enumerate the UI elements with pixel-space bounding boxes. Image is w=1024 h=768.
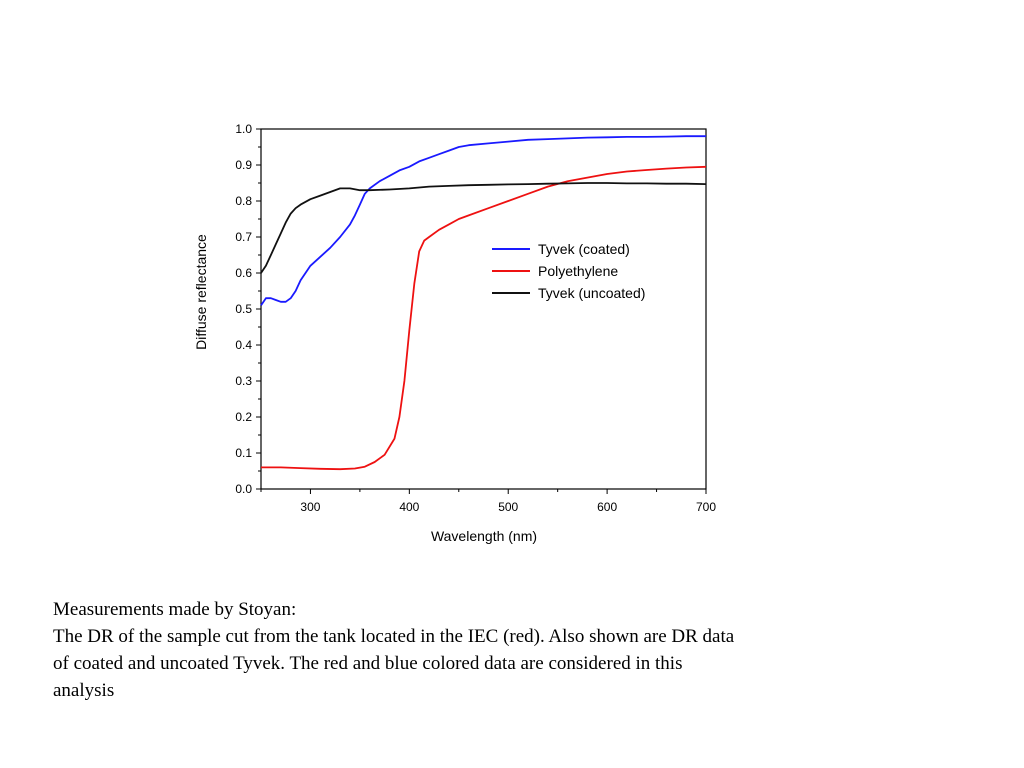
y-tick-label: 0.5 [235,302,252,316]
x-tick-label: 500 [498,500,518,514]
y-tick-label: 0.6 [235,266,252,280]
y-tick-label: 0.0 [235,482,252,496]
series-lines [260,135,707,471]
axis-ticks: 300 400 500 600 700 0.0 0.1 0.2 0.3 0.4 0.5 0.6 0.7 0… [235,122,716,514]
series-line-tyvek-coated [260,135,706,306]
caption-line-3: of coated and uncoated Tyvek. The red an… [53,653,683,674]
series-line-tyvek-uncoated [260,182,707,274]
caption-line-4: analysis [53,680,115,701]
y-tick-label: 0.9 [235,158,252,172]
legend-label: Tyvek (coated) [538,241,630,257]
y-tick-label: 0.3 [235,374,252,388]
series-line-polyethylene [261,165,707,471]
legend-label: Polyethylene [538,263,618,279]
diffuse-reflectance-chart: 300 400 500 600 700 0.0 0.1 0.2 0.3 0.4 0.5 0.6 0.7 0… [193,122,716,544]
y-tick-label: 0.8 [235,194,252,208]
y-tick-label: 0.1 [235,446,252,460]
x-tick-label: 300 [300,500,320,514]
legend: Tyvek (coated) Polyethylene Tyvek (uncoate… [492,241,645,301]
caption: Measurements made by Stoyan: The DR of t… [53,596,893,704]
x-axis-label: Wavelength (nm) [431,528,537,544]
y-tick-label: 0.4 [235,338,252,352]
x-tick-label: 700 [696,500,716,514]
legend-label: Tyvek (uncoated) [538,285,645,301]
y-tick-label: 1.0 [235,122,252,136]
caption-line-2: The DR of the sample cut from the tank l… [53,626,735,647]
x-tick-label: 400 [399,500,419,514]
caption-line-1: Measurements made by Stoyan: [53,599,297,620]
y-tick-label: 0.2 [235,410,252,424]
x-tick-label: 600 [597,500,617,514]
y-tick-label: 0.7 [235,230,252,244]
y-axis-label: Diffuse reflectance [193,234,209,350]
